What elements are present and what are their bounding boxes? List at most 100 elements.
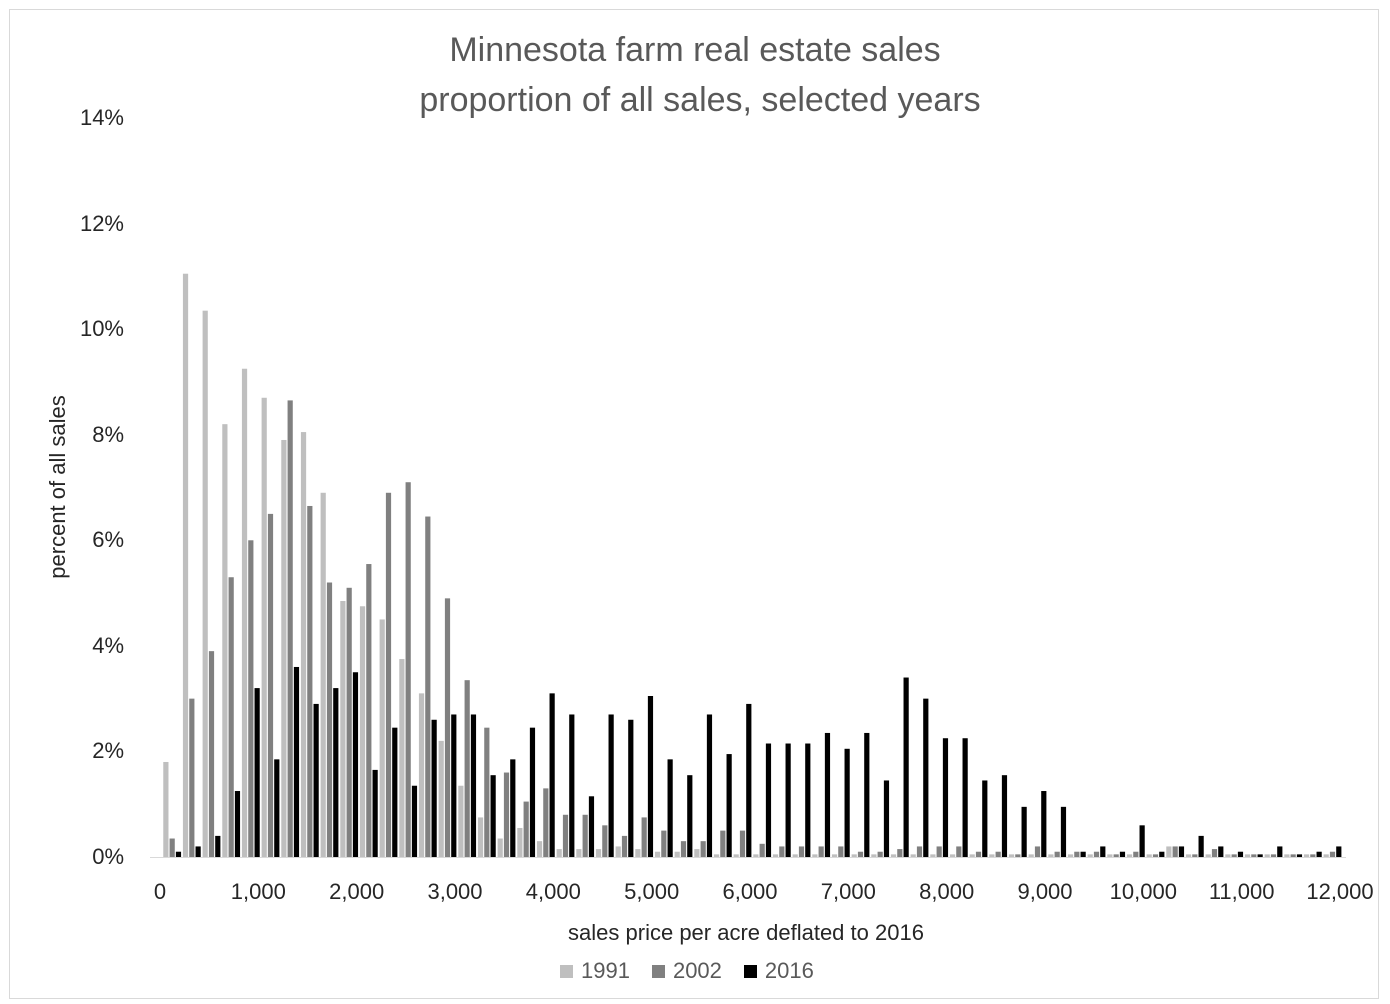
bar-2016	[569, 714, 575, 857]
bar-2016	[1218, 846, 1224, 857]
bar-1991	[1107, 854, 1113, 857]
x-axis-label: sales price per acre deflated to 2016	[568, 920, 924, 945]
bar-2016	[628, 719, 634, 857]
bar-1991	[163, 761, 169, 857]
bar-2016	[942, 738, 949, 857]
bar-2002	[1251, 854, 1257, 857]
bar-1991	[536, 841, 543, 857]
bar-2002	[857, 851, 864, 857]
bar-2002	[1152, 854, 1159, 857]
bar-1991	[851, 854, 857, 857]
y-tick-label: 14%	[79, 105, 124, 130]
bar-2002	[1211, 849, 1218, 857]
bar-1991	[517, 827, 523, 857]
bar-2016	[588, 796, 595, 857]
x-tick-label: 6,000	[722, 879, 778, 904]
bar-1991	[438, 740, 444, 857]
bar-2016	[726, 754, 732, 857]
bar-1991	[1323, 854, 1329, 857]
bar-2016	[1060, 806, 1067, 857]
bar-2002	[425, 516, 431, 857]
bar-1991	[458, 785, 464, 857]
bar-2016	[1021, 806, 1027, 857]
bar-2002	[1290, 854, 1296, 857]
bar-2002	[720, 830, 726, 857]
bar-2002	[228, 577, 234, 857]
bar-2002	[287, 400, 293, 857]
bar-2016	[431, 719, 437, 857]
y-tick-label: 12%	[79, 210, 124, 236]
bar-2002	[602, 825, 608, 857]
bar-2002	[621, 835, 628, 857]
series-2016	[175, 666, 1342, 857]
bar-1991	[1048, 854, 1054, 857]
bar-2016	[549, 693, 555, 857]
bar-2002	[562, 814, 569, 857]
bar-1991	[399, 659, 405, 857]
bar-2016	[1041, 791, 1047, 857]
bar-2016	[392, 727, 398, 857]
bar-2002	[503, 772, 510, 857]
legend-item-1991: 1991	[560, 958, 630, 984]
y-tick-label: 0%	[92, 844, 124, 869]
chart-subtitle: proportion of all sales, selected years	[419, 81, 981, 119]
bar-2002	[307, 505, 313, 857]
bar-2002	[189, 698, 195, 857]
bar-2016	[333, 688, 339, 857]
bar-2016	[1257, 854, 1263, 857]
y-tick-label: 4%	[92, 632, 124, 658]
bar-2016	[864, 732, 870, 857]
bar-2002	[877, 851, 883, 857]
bar-1991	[576, 849, 582, 857]
bar-2002	[1192, 854, 1198, 857]
bar-1991	[831, 854, 838, 857]
bar-2002	[543, 788, 549, 857]
bar-1991	[182, 273, 189, 858]
bar-2002	[1015, 854, 1021, 857]
bar-1991	[1146, 854, 1152, 857]
bar-2016	[844, 748, 850, 857]
bar-1991	[1028, 854, 1034, 857]
legend-item-2002: 2002	[651, 958, 722, 984]
bar-2002	[326, 582, 333, 857]
bar-2002	[975, 851, 982, 857]
bar-2002	[444, 598, 451, 857]
bar-1991	[1067, 854, 1074, 857]
bar-2016	[1237, 851, 1244, 857]
bar-2002	[405, 482, 411, 857]
legend-swatch-1991	[560, 964, 573, 978]
bar-2002	[523, 801, 529, 857]
bar-2002	[739, 830, 746, 857]
x-tick-label: 2,000	[329, 879, 385, 904]
bar-2002	[1093, 851, 1100, 857]
bar-2016	[372, 769, 378, 857]
bar-2016	[254, 688, 260, 857]
bar-1991	[497, 838, 503, 857]
x-tick-label: 11,000	[1208, 879, 1275, 904]
bar-1991	[792, 854, 798, 857]
bar-2016	[608, 714, 614, 857]
bar-1991	[949, 854, 956, 857]
y-tick-label: 6%	[92, 527, 124, 553]
bar-1991	[1303, 854, 1310, 857]
bar-2016	[234, 791, 241, 857]
bar-1991	[615, 846, 621, 857]
bar-2016	[313, 703, 319, 857]
y-tick-label: 10%	[79, 316, 124, 342]
bar-2016	[1316, 851, 1322, 857]
bar-2016	[195, 846, 201, 857]
bar-2016	[765, 743, 772, 857]
bar-1991	[1126, 854, 1133, 857]
bar-1991	[1087, 854, 1093, 857]
x-tick-label: 8,000	[919, 879, 975, 904]
bar-2016	[411, 785, 418, 857]
bar-2002	[1270, 854, 1277, 857]
y-tick-label: 2%	[92, 738, 124, 764]
bar-2002	[248, 540, 254, 857]
legend-label-1991: 1991	[581, 958, 630, 983]
bar-2002	[346, 587, 352, 857]
bar-1991	[753, 854, 759, 857]
bar-1991	[1185, 854, 1192, 857]
legend-label-2016: 2016	[764, 958, 814, 983]
bar-1991	[1244, 854, 1251, 857]
